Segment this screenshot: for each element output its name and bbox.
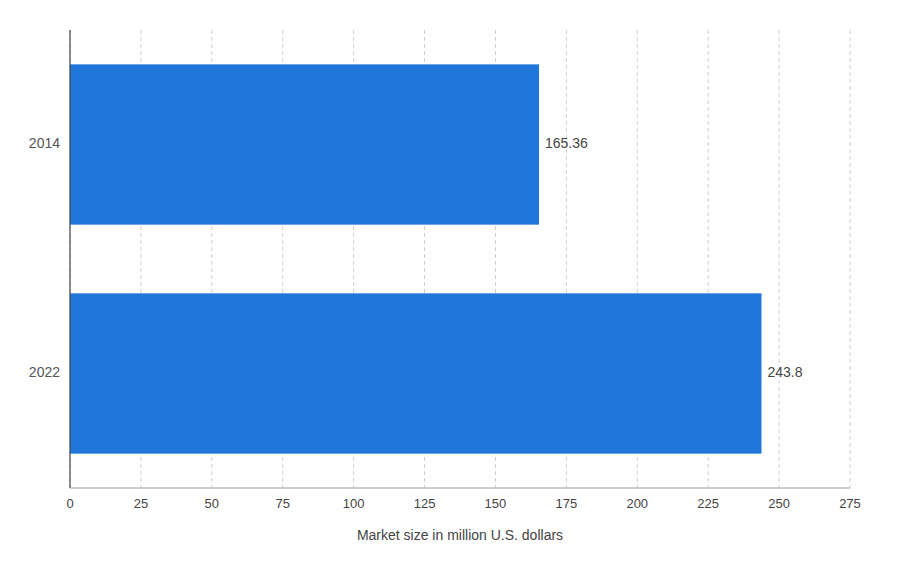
chart-container: 0 25 50 75 100 125 150 175 200 225 250 275 165.36 243… [0, 0, 900, 563]
grid [70, 30, 850, 488]
x-tick-label: 50 [205, 496, 219, 511]
grid-line [850, 30, 851, 488]
y-tick-label: 2014 [29, 135, 60, 151]
bar [70, 64, 539, 224]
y-axis-line [69, 30, 70, 488]
chart: 0 25 50 75 100 125 150 175 200 225 250 275 165.36 243… [0, 0, 900, 563]
y-tick-label: 2022 [29, 364, 60, 380]
x-tick-label: 250 [768, 496, 790, 511]
x-tick-label: 150 [485, 496, 507, 511]
x-tick-label: 100 [343, 496, 365, 511]
data-label: 243.8 [768, 364, 803, 380]
bar [70, 293, 762, 453]
data-label: 165.36 [545, 135, 588, 151]
x-tick-label: 25 [134, 496, 148, 511]
x-tick-label: 0 [66, 496, 73, 511]
bars [70, 64, 762, 453]
grid-line [779, 30, 780, 488]
x-tick-label: 200 [626, 496, 648, 511]
x-tick-label: 125 [414, 496, 436, 511]
x-axis-line [70, 488, 850, 489]
x-tick-label: 75 [275, 496, 289, 511]
x-tick-label: 225 [697, 496, 719, 511]
x-axis-label: Market size in million U.S. dollars [357, 527, 563, 543]
x-tick-label: 175 [556, 496, 578, 511]
x-tick-label: 275 [839, 496, 861, 511]
grid-line [70, 30, 71, 488]
